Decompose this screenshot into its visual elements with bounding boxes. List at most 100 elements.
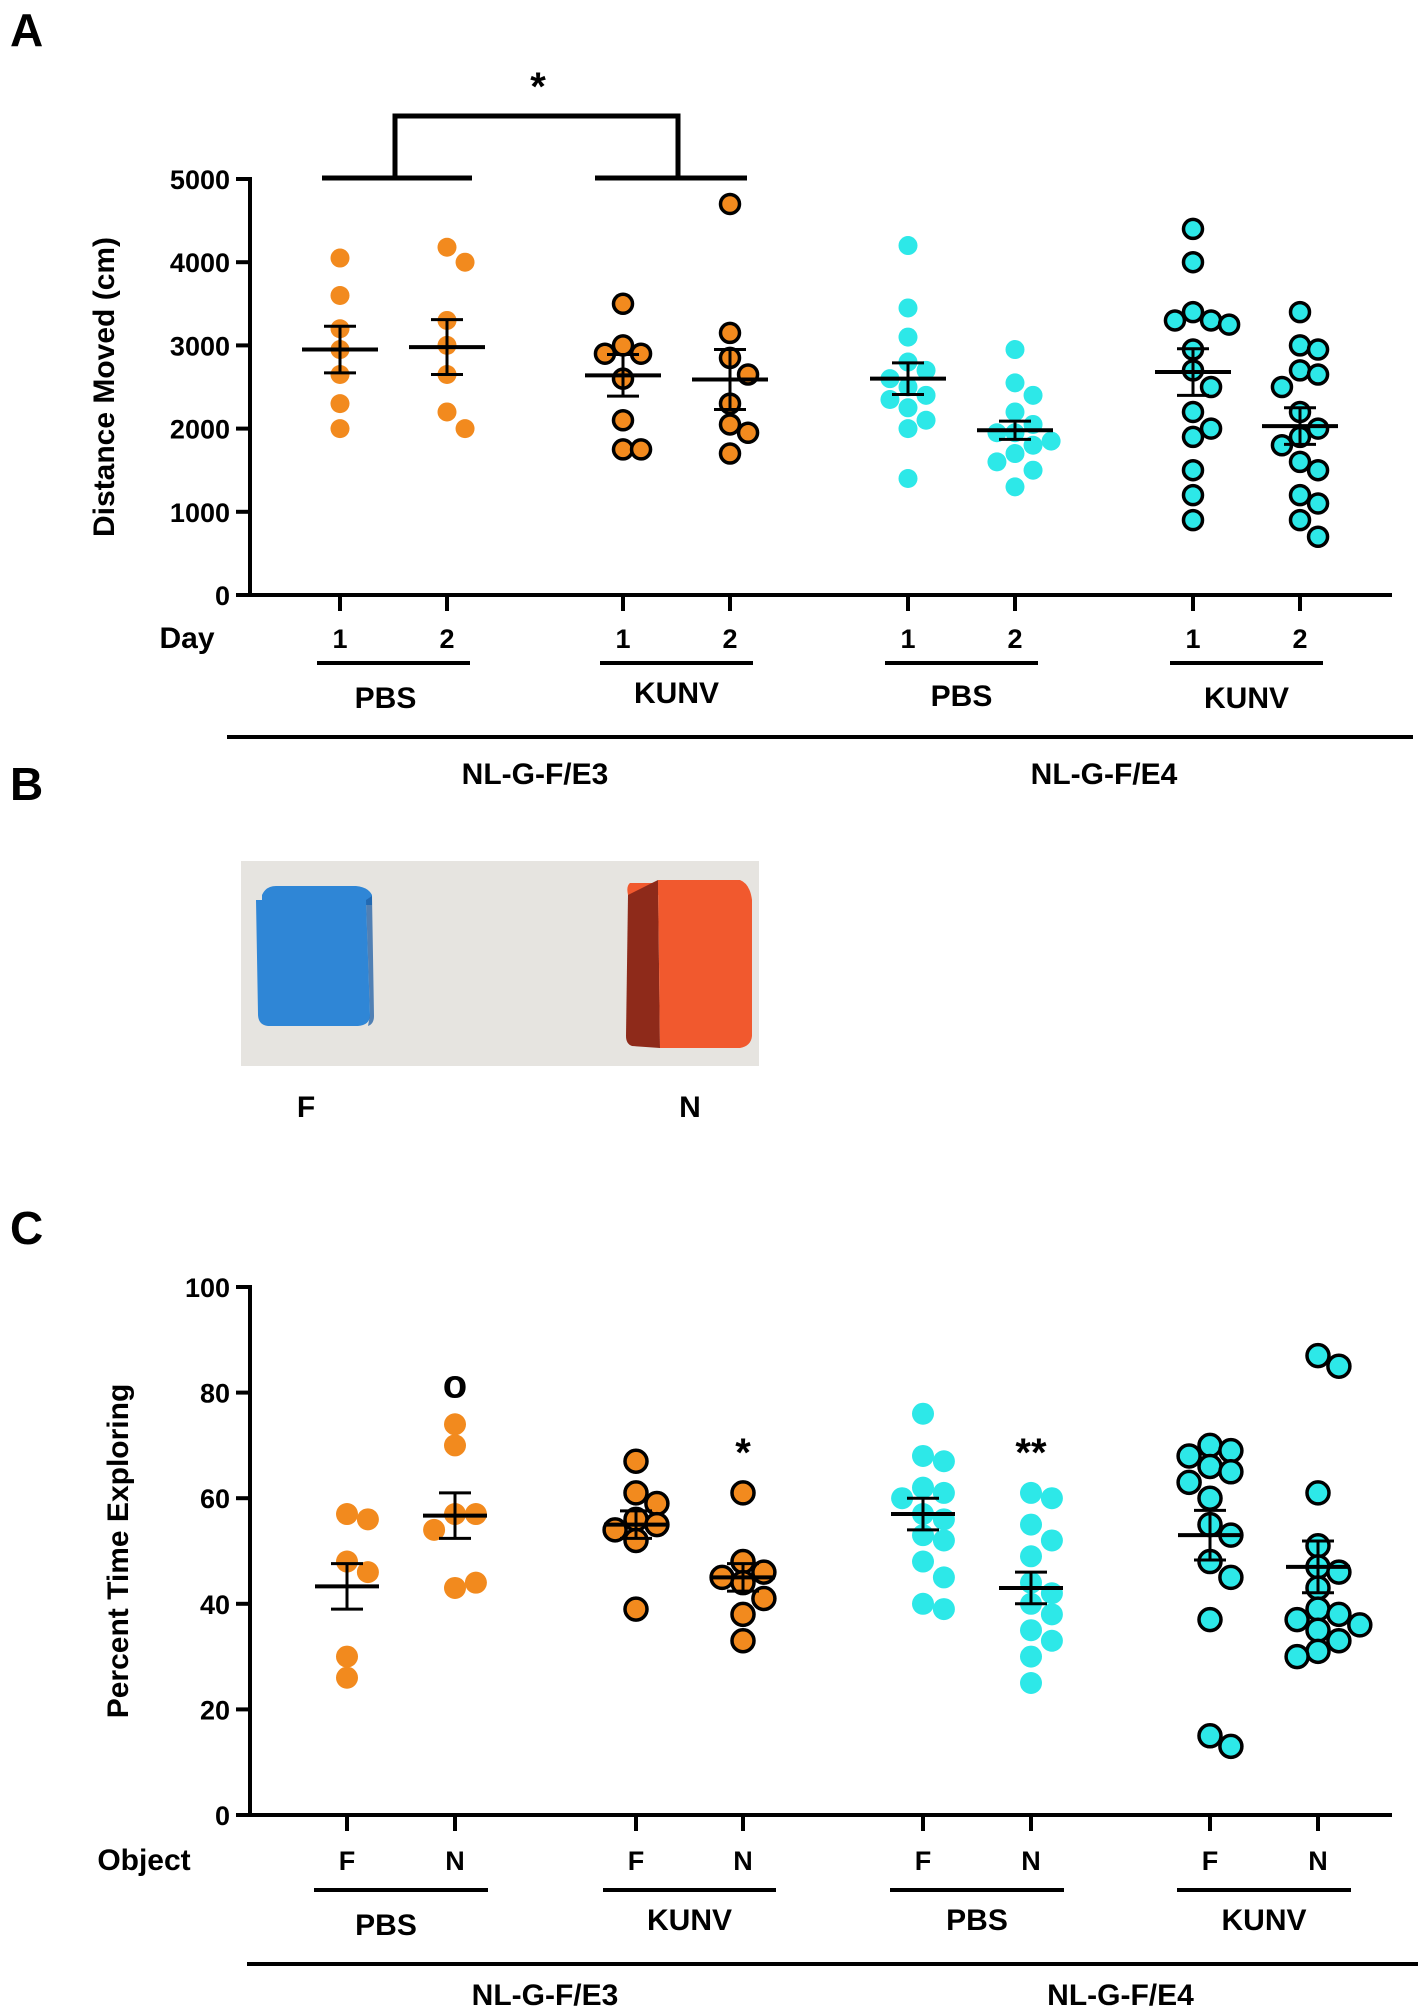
data-point: [1005, 373, 1025, 393]
data-point: [330, 248, 350, 268]
x-category-label: N: [445, 1846, 465, 1876]
data-point: [1326, 1628, 1352, 1654]
x-category-label: 1: [900, 624, 915, 654]
y-tick-label: 100: [185, 1273, 230, 1303]
data-point: [444, 1413, 466, 1436]
data-point: [1284, 1643, 1310, 1670]
data-point: [1305, 1596, 1331, 1622]
data-point: [423, 1518, 446, 1541]
data-point: [898, 298, 918, 318]
data-point: [336, 1645, 358, 1668]
data-point: [730, 1628, 756, 1654]
data-point: [1020, 1672, 1042, 1694]
data-point: [1288, 334, 1312, 357]
x-category-label: N: [1021, 1846, 1041, 1876]
data-point: [1005, 402, 1025, 422]
data-point: [1040, 1529, 1063, 1552]
data-point: [1288, 359, 1312, 382]
data-point: [1306, 525, 1330, 549]
treatment-label: KUNV: [634, 677, 719, 710]
data-point: [437, 237, 457, 257]
data-point: [464, 1571, 487, 1594]
data-point: [1040, 1582, 1063, 1605]
familiar-object-label: F: [297, 1091, 315, 1124]
data-point: [1284, 1606, 1310, 1633]
data-point: [730, 1601, 756, 1628]
data-point: [1197, 1485, 1223, 1511]
data-point: [611, 438, 635, 461]
data-point: [1218, 1733, 1244, 1760]
genotype-label: NL-G-F/E4: [1031, 758, 1178, 791]
data-point: [1306, 492, 1330, 515]
significance-marker: o: [443, 1362, 467, 1406]
data-point: [444, 1434, 466, 1457]
data-point: [1176, 1443, 1202, 1469]
data-point: [736, 421, 760, 445]
x-category-label: F: [628, 1846, 645, 1876]
panel-c-chart: 0 20 40 60 80 100 Percent Time Exploring Object…: [97, 1273, 1418, 2012]
data-point: [1270, 375, 1294, 399]
data-point: [1288, 508, 1312, 532]
genotype-label: NL-G-F/E3: [472, 1979, 619, 2012]
data-point: [730, 1480, 756, 1506]
data-point: [932, 1450, 955, 1473]
data-point: [356, 1508, 379, 1531]
data-point: [718, 413, 742, 436]
treatment-label: KUNV: [1204, 682, 1289, 715]
data-point: [987, 452, 1007, 472]
y-tick-label: 40: [200, 1590, 230, 1620]
data-point: [898, 327, 918, 347]
data-point: [1218, 1564, 1244, 1591]
data-point: [1288, 300, 1312, 324]
data-point: [1176, 1469, 1202, 1496]
novel-object-label: N: [679, 1091, 701, 1124]
treatment-label: KUNV: [1221, 1904, 1306, 1937]
data-point: [932, 1508, 955, 1531]
data-point: [1197, 1453, 1223, 1480]
data-point: [623, 1448, 649, 1474]
data-point: [1197, 1432, 1223, 1459]
data-point: [912, 1402, 934, 1425]
data-point: [1199, 309, 1223, 332]
data-point: [912, 1476, 934, 1499]
y-tick-label: 80: [200, 1379, 230, 1409]
x-category-label: N: [733, 1846, 753, 1876]
red-prism-front: [658, 880, 752, 1048]
data-point: [932, 1566, 955, 1589]
data-point: [891, 1487, 914, 1510]
data-point: [330, 394, 350, 414]
data-point: [1347, 1612, 1373, 1638]
data-point: [1020, 1619, 1042, 1642]
red-prism-shadow-face: [626, 880, 660, 1048]
panel-a-chart: 0 1000 2000 3000 4000 5000 Distance Moved (cm)…: [88, 65, 1413, 791]
data-point: [1181, 483, 1205, 507]
data-point: [1326, 1601, 1352, 1628]
data-point: [880, 389, 900, 409]
genotype-label: NL-G-F/E4: [1047, 1979, 1194, 2012]
data-point: [1306, 363, 1330, 386]
data-point: [1181, 425, 1205, 449]
data-point: [1023, 385, 1043, 405]
data-point: [898, 236, 918, 256]
y-axis-title: Percent Time Exploring: [102, 1384, 135, 1719]
data-point: [611, 334, 635, 357]
data-point: [336, 1666, 358, 1689]
blue-cube-side: [366, 896, 374, 1026]
data-point: [1040, 1487, 1063, 1510]
treatment-label: PBS: [931, 680, 993, 713]
data-point: [1218, 1437, 1244, 1464]
data-point: [1181, 250, 1205, 274]
treatment-label: KUNV: [647, 1904, 732, 1937]
data-point: [1181, 217, 1205, 241]
y-tick-label: 0: [215, 581, 230, 611]
data-point: [444, 1576, 466, 1599]
data-point: [718, 192, 742, 216]
data-point: [1288, 483, 1312, 507]
panel-c-letter: C: [10, 1202, 43, 1254]
data-point: [437, 402, 457, 422]
data-point: [1305, 1638, 1331, 1665]
genotype-label: NL-G-F/E3: [462, 758, 609, 791]
data-point: [336, 1503, 358, 1526]
x-category-label: 2: [1007, 624, 1022, 654]
data-point: [932, 1598, 955, 1621]
